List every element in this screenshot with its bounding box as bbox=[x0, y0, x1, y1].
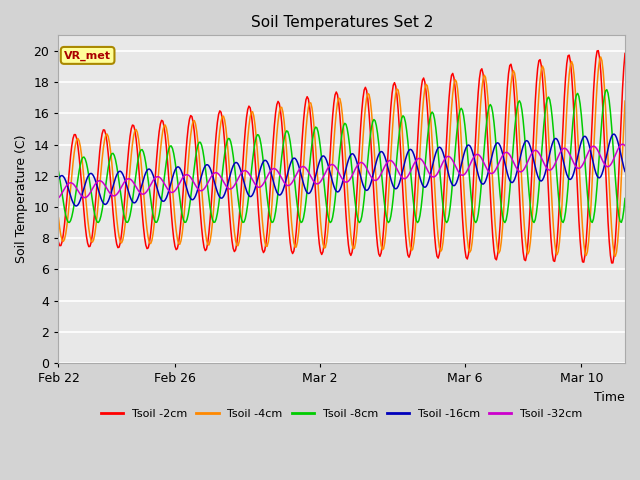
X-axis label: Time: Time bbox=[595, 391, 625, 404]
Legend: Tsoil -2cm, Tsoil -4cm, Tsoil -8cm, Tsoil -16cm, Tsoil -32cm: Tsoil -2cm, Tsoil -4cm, Tsoil -8cm, Tsoi… bbox=[97, 404, 587, 423]
Y-axis label: Soil Temperature (C): Soil Temperature (C) bbox=[15, 135, 28, 264]
Title: Soil Temperatures Set 2: Soil Temperatures Set 2 bbox=[250, 15, 433, 30]
Text: VR_met: VR_met bbox=[64, 50, 111, 60]
